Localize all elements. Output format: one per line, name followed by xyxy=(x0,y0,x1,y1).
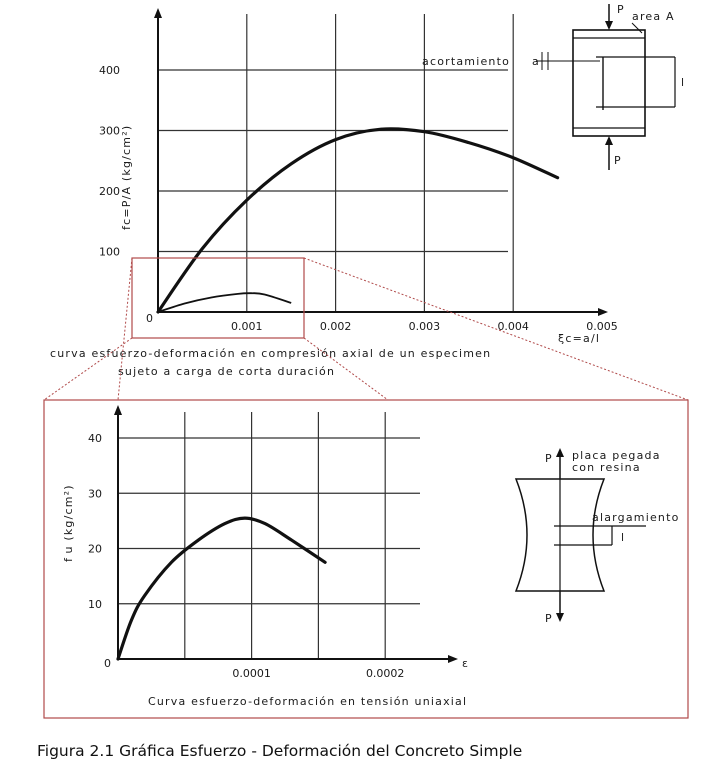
y-tick-label: 100 xyxy=(99,246,120,259)
y-tick-label: 40 xyxy=(88,432,102,445)
compression-chart: 100 200 300 400 0.001 0.002 0.003 0.004 0.005 0… xyxy=(50,8,618,378)
load-arrow-top-head xyxy=(605,21,613,30)
y-tick-label: 10 xyxy=(88,598,102,611)
zoom-guide-left xyxy=(43,337,133,401)
compression-grid xyxy=(158,14,514,312)
tension-x-tick-labels: 0.0001 0.0002 xyxy=(232,667,404,680)
compression-caption-line1: curva esfuerzo-deformación en compresión… xyxy=(50,347,491,360)
area-label: area A xyxy=(632,10,675,23)
tension-y-arrow xyxy=(114,405,122,415)
tension-x-axis-label: ε xyxy=(462,657,469,670)
compression-origin-label: 0 xyxy=(146,312,153,325)
tension-specimen-diagram: P P placa pegada con resina alargamiento… xyxy=(514,448,680,625)
tension-arrow-bottom-head xyxy=(556,613,564,622)
shortening-symbol: a xyxy=(532,55,539,68)
shortening-label: acortamiento xyxy=(422,55,510,68)
y-tick-label: 30 xyxy=(88,487,102,500)
elongation-length-label: l xyxy=(621,531,624,544)
x-tick-label: 0.0001 xyxy=(232,667,271,680)
compression-specimen-diagram: P P area A acortamiento a l xyxy=(422,3,684,170)
y-tick-label: 400 xyxy=(99,64,120,77)
tension-grid xyxy=(118,412,420,659)
compression-y-axis-label: fc=P/A (kg/cm²) xyxy=(120,125,133,230)
elongation-label: alargamiento xyxy=(592,511,680,524)
x-tick-label: 0.002 xyxy=(320,320,352,333)
tension-load-bottom: P xyxy=(545,612,552,625)
x-tick-label: 0.003 xyxy=(409,320,441,333)
zoom-source-box xyxy=(131,257,305,339)
zoom-target-box xyxy=(43,399,689,719)
specimen-dogbone xyxy=(514,478,606,592)
tension-arrow-top-head xyxy=(556,448,564,457)
zoom-guide-top xyxy=(303,257,689,401)
zoom-guide-inner xyxy=(117,257,133,401)
y-tick-label: 200 xyxy=(99,185,120,198)
tension-caption: Curva esfuerzo-deformación en tensión un… xyxy=(148,695,467,708)
tension-curve xyxy=(116,516,327,661)
zoom-callout xyxy=(43,257,689,719)
y-tick-label: 300 xyxy=(99,125,120,138)
compression-caption-line2: sujeto a carga de corta duración xyxy=(118,365,335,378)
compression-x-arrow xyxy=(598,308,608,316)
x-tick-label: 0.0002 xyxy=(366,667,405,680)
compression-y-arrow xyxy=(154,8,162,18)
area-leader xyxy=(631,22,643,34)
load-label-bottom: P xyxy=(614,154,621,167)
figure-caption: Figura 2.1 Gráfica Esfuerzo - Deformació… xyxy=(37,742,522,760)
y-tick-label: 20 xyxy=(88,543,102,556)
tension-y-tick-labels: 10 20 30 40 xyxy=(88,432,102,611)
tension-chart: 10 20 30 40 0.0001 0.0002 0 ε f u (kg/cm²) C… xyxy=(62,405,469,708)
plate-label-line1: placa pegada xyxy=(572,449,661,462)
compression-x-tick-labels: 0.001 0.002 0.003 0.004 0.005 xyxy=(231,320,618,333)
compression-curve xyxy=(156,127,560,314)
tension-curve-scaled xyxy=(157,292,292,313)
tension-origin-label: 0 xyxy=(104,657,111,670)
x-tick-label: 0.001 xyxy=(231,320,263,333)
gauge-length-label: l xyxy=(681,76,684,89)
load-label-top: P xyxy=(617,3,624,16)
load-arrow-bottom-head xyxy=(605,136,613,145)
x-tick-label: 0.005 xyxy=(586,320,618,333)
x-tick-label: 0.004 xyxy=(497,320,529,333)
tension-x-arrow xyxy=(448,655,458,663)
tension-y-axis-label: f u (kg/cm²) xyxy=(62,484,75,562)
zoom-guide-mid xyxy=(303,337,389,401)
specimen-prism xyxy=(572,29,646,137)
plate-label-line2: con resina xyxy=(572,461,641,474)
compression-y-tick-labels: 100 200 300 400 xyxy=(99,64,120,259)
tension-load-top: P xyxy=(545,452,552,465)
compression-x-axis-label: ξc=a/l xyxy=(558,332,600,345)
